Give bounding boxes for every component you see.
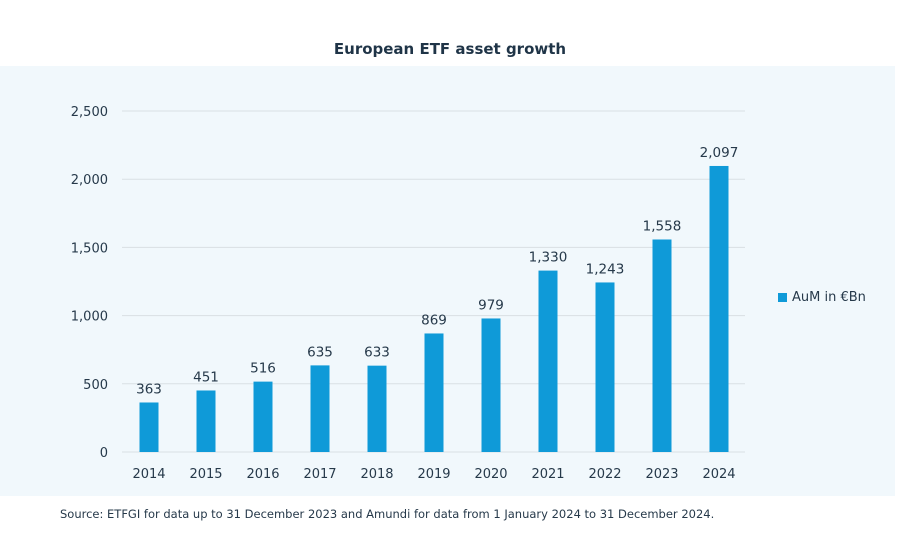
data-label: 869 — [421, 312, 447, 328]
bar — [424, 333, 444, 452]
legend-label: AuM in €Bn — [792, 290, 866, 305]
x-tick-label: 2016 — [246, 467, 279, 482]
data-label: 1,243 — [586, 261, 625, 277]
x-tick-label: 2017 — [303, 467, 336, 482]
bar — [253, 381, 273, 452]
data-label: 2,097 — [700, 145, 739, 161]
y-tick-label: 2,500 — [71, 105, 108, 120]
data-label: 979 — [478, 297, 504, 313]
chart-title: European ETF asset growth — [333, 40, 567, 58]
y-tick-label: 1,000 — [71, 310, 108, 325]
data-label: 451 — [193, 369, 219, 385]
x-tick-label: 2024 — [702, 467, 735, 482]
data-label: 635 — [307, 344, 333, 360]
legend: AuM in €Bn — [778, 290, 866, 305]
bar — [367, 365, 387, 452]
legend-swatch — [778, 293, 787, 302]
x-tick-label: 2018 — [360, 467, 393, 482]
bar — [709, 165, 729, 453]
y-tick-label: 500 — [83, 378, 108, 393]
data-label: 516 — [250, 361, 276, 377]
bar — [196, 390, 216, 452]
data-label: 1,558 — [643, 218, 682, 234]
data-label: 363 — [136, 381, 162, 397]
y-tick-label: 1,500 — [71, 241, 108, 256]
x-tick-label: 2020 — [474, 467, 507, 482]
x-tick-label: 2023 — [645, 467, 678, 482]
x-tick-label: 2022 — [588, 467, 621, 482]
x-tick-label: 2019 — [417, 467, 450, 482]
x-tick-label: 2021 — [531, 467, 564, 482]
bar — [595, 282, 615, 452]
x-tick-label: 2015 — [189, 467, 222, 482]
bar — [139, 402, 159, 452]
data-label: 633 — [364, 345, 390, 361]
source-note: Source: ETFGI for data up to 31 December… — [60, 507, 715, 521]
x-tick-label: 2014 — [132, 467, 165, 482]
data-label: 1,330 — [529, 250, 568, 266]
y-tick-label: 2,000 — [71, 173, 108, 188]
bar — [538, 270, 558, 452]
bar — [481, 318, 501, 452]
bar — [652, 239, 672, 452]
bar — [310, 365, 330, 452]
y-tick-label: 0 — [100, 446, 108, 461]
